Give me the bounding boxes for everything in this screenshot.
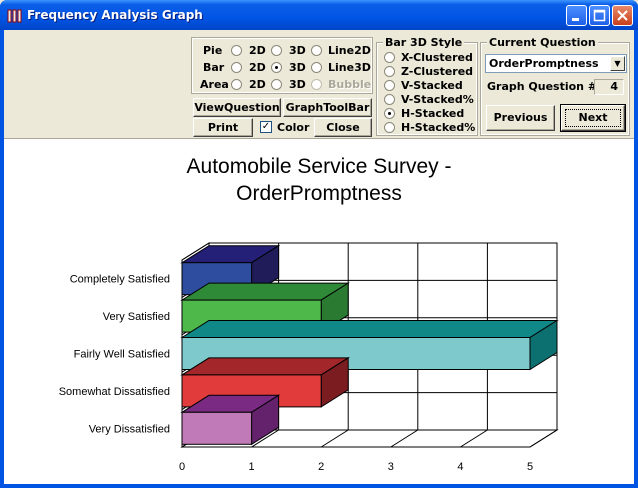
pie-3d-label[interactable]: 3D — [289, 44, 306, 57]
pie-2d-label[interactable]: 2D — [249, 44, 266, 57]
gridline-floor — [251, 429, 279, 448]
chart-title-line1: Automobile Service Survey - — [186, 155, 452, 178]
bar-3d-radio[interactable] — [271, 62, 282, 73]
v-stacked-pct-label[interactable]: V-Stacked% — [401, 93, 474, 106]
bar-3d-label[interactable]: 3D — [289, 61, 306, 74]
line3d-label[interactable]: Line3D — [328, 61, 371, 74]
h-stacked-label[interactable]: H-Stacked — [401, 107, 465, 120]
next-button[interactable]: Next — [560, 104, 626, 132]
print-button[interactable]: Print — [193, 118, 253, 137]
graph-toolbar-label: GraphToolBar — [285, 101, 370, 114]
bar-2d-radio[interactable] — [231, 62, 242, 73]
bar-top-face — [180, 282, 350, 301]
x-tick-label: 5 — [527, 461, 533, 473]
app-icon — [7, 9, 22, 23]
client-area: Pie 2D 3D Line2D Bar 2D 3D Line3D Area 2… — [4, 30, 634, 484]
x-clustered-radio[interactable] — [384, 52, 395, 63]
line2d-label[interactable]: Line2D — [328, 44, 371, 57]
category-label: Very Satisfied — [103, 311, 170, 323]
h-stacked-pct-radio[interactable] — [384, 122, 395, 133]
v-stacked-pct-radio[interactable] — [384, 94, 395, 105]
minimize-button[interactable] — [566, 5, 587, 26]
bar3d-style-group: Bar 3D Style X-Clustered Z-Clustered V-S… — [376, 36, 478, 136]
current-question-group: Current Question OrderPromptness ▼ Graph… — [480, 36, 630, 136]
area-label: Area — [200, 78, 229, 91]
area-2d-radio[interactable] — [231, 79, 242, 90]
next-label: Next — [578, 111, 608, 124]
pie-3d-radio[interactable] — [271, 45, 282, 56]
minimize-icon — [572, 18, 579, 21]
area-3d-radio[interactable] — [271, 79, 282, 90]
x-tick-label: 0 — [179, 461, 185, 473]
category-label: Somewhat Dissatisfied — [59, 386, 170, 398]
chart-title-line2: OrderPromptness — [236, 182, 402, 205]
bar3d-style-title: Bar 3D Style — [383, 36, 465, 49]
h-stacked-radio[interactable] — [384, 108, 395, 119]
v-stacked-radio[interactable] — [384, 80, 395, 91]
view-question-button[interactable]: ViewQuestion — [193, 98, 281, 117]
previous-button[interactable]: Previous — [486, 105, 555, 131]
bar-top-face — [180, 320, 559, 338]
gridline-floor — [390, 429, 419, 448]
maximize-icon — [593, 9, 606, 22]
close-window-button[interactable] — [612, 5, 633, 26]
line2d-radio[interactable] — [311, 45, 322, 56]
x-clustered-label[interactable]: X-Clustered — [401, 51, 473, 64]
gridline-floor — [529, 429, 558, 448]
category-label: Very Dissatisfied — [89, 423, 170, 435]
close-icon — [617, 10, 628, 21]
question-select[interactable]: OrderPromptness ▼ — [485, 54, 627, 73]
bar-top-face — [180, 357, 350, 376]
area-2d-label[interactable]: 2D — [249, 78, 266, 91]
bar — [181, 411, 253, 445]
bubble-radio — [311, 79, 322, 90]
title-bar[interactable]: Frequency Analysis Graph — [0, 0, 638, 30]
z-clustered-label[interactable]: Z-Clustered — [401, 65, 474, 78]
chevron-down-icon[interactable]: ▼ — [610, 56, 625, 71]
bar-label: Bar — [203, 61, 225, 74]
window-title: Frequency Analysis Graph — [27, 8, 203, 22]
view-question-label: ViewQuestion — [194, 101, 280, 114]
z-clustered-radio[interactable] — [384, 66, 395, 77]
close-button[interactable]: Close — [314, 118, 372, 137]
current-question-title: Current Question — [487, 36, 598, 49]
question-select-value: OrderPromptness — [489, 57, 599, 70]
category-label: Fairly Well Satisfied — [74, 349, 170, 361]
x-tick-label: 2 — [318, 461, 324, 473]
v-stacked-label[interactable]: V-Stacked — [401, 79, 463, 92]
area-3d-label[interactable]: 3D — [289, 78, 306, 91]
gridline-floor — [460, 429, 488, 448]
graph-question-label: Graph Question # — [487, 80, 598, 93]
pie-2d-radio[interactable] — [231, 45, 242, 56]
x-tick-label: 1 — [249, 461, 255, 473]
graph-question-number: 4 — [594, 79, 624, 95]
x-tick-label: 4 — [457, 461, 463, 473]
close-label: Close — [326, 121, 360, 134]
chart-area: Automobile Service Survey - OrderPromptn… — [4, 138, 634, 484]
h-stacked-pct-label[interactable]: H-Stacked% — [401, 121, 476, 134]
x-tick-label: 3 — [388, 461, 394, 473]
line3d-radio[interactable] — [311, 62, 322, 73]
print-label: Print — [207, 121, 239, 134]
gridline-left-wall — [181, 242, 210, 261]
gridline-floor — [320, 429, 349, 448]
color-checkbox[interactable]: ✓ — [260, 121, 272, 133]
color-label[interactable]: Color — [277, 121, 310, 134]
chart-type-group: Pie 2D 3D Line2D Bar 2D 3D Line3D Area 2… — [191, 37, 373, 94]
bar-chart: Completely Satisfied Very Satisfied Fairly… — [59, 242, 559, 473]
category-label: Completely Satisfied — [70, 274, 170, 286]
previous-label: Previous — [493, 111, 548, 124]
maximize-button[interactable] — [589, 5, 610, 26]
bubble-label: Bubble — [328, 78, 372, 91]
graph-toolbar-button[interactable]: GraphToolBar — [283, 98, 372, 117]
bar-2d-label[interactable]: 2D — [249, 61, 266, 74]
pie-label: Pie — [203, 44, 223, 57]
